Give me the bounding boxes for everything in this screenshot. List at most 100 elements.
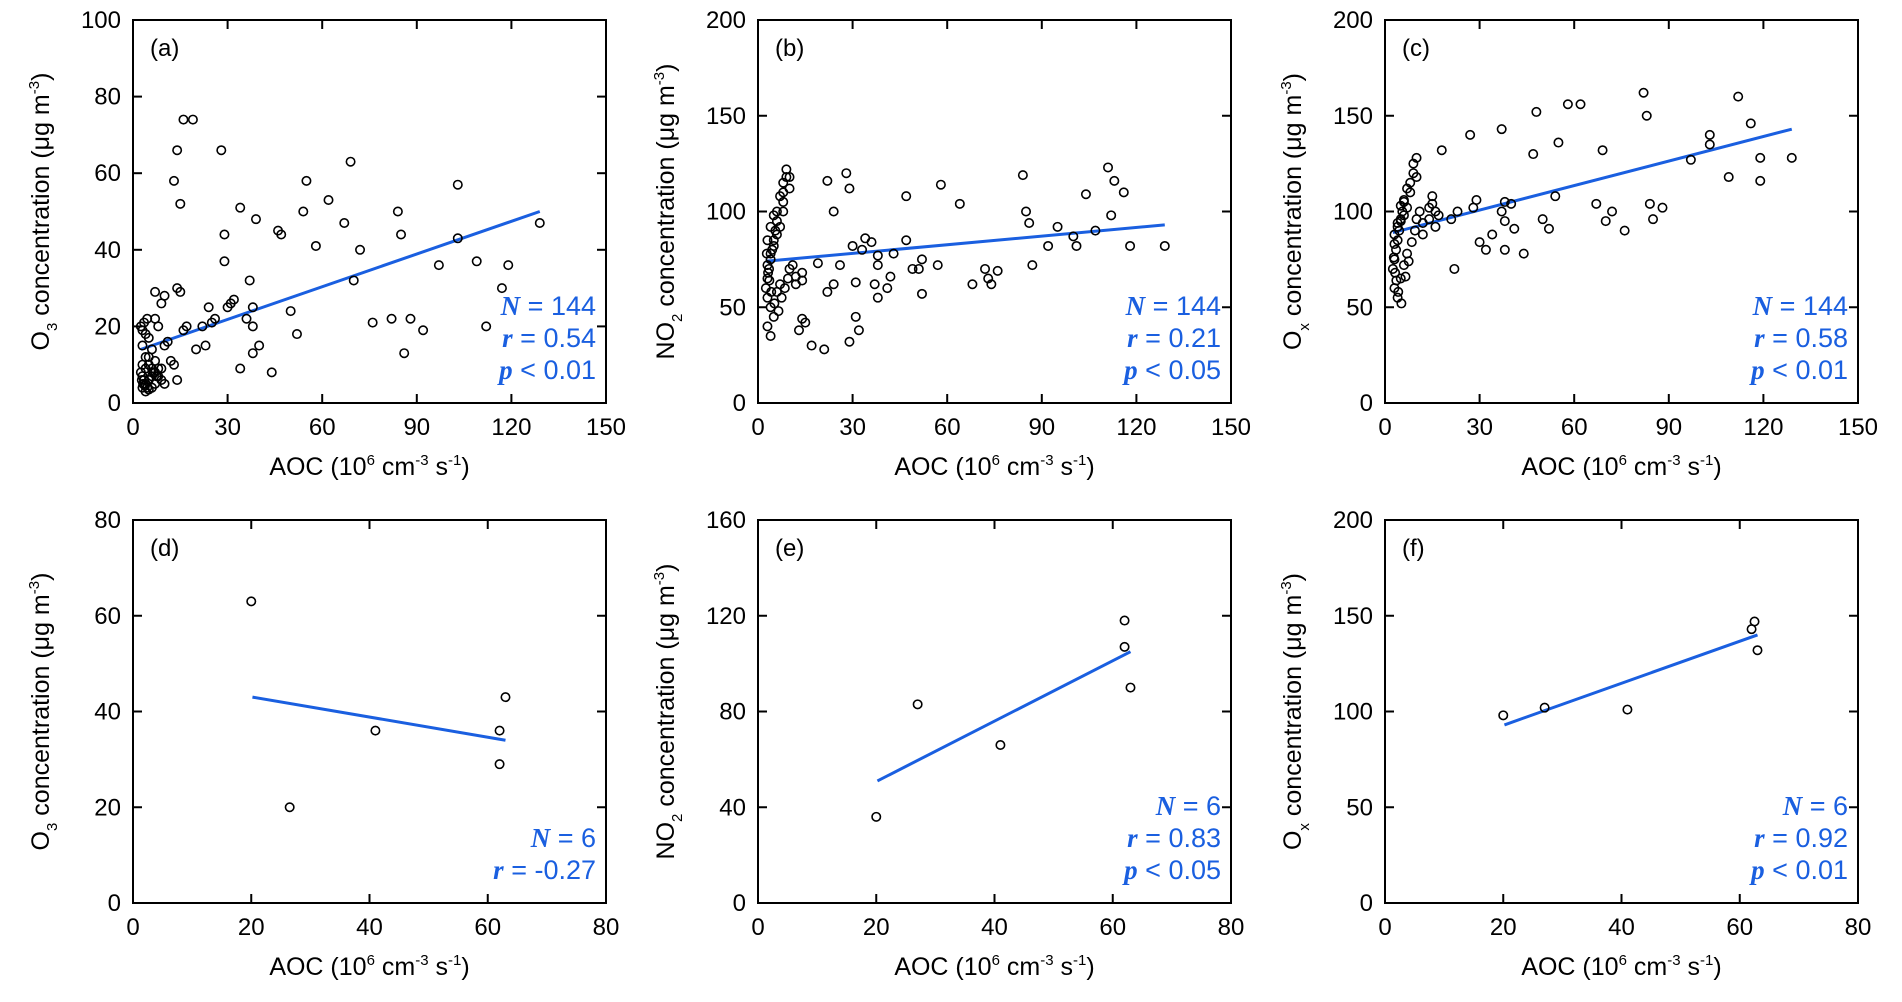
- data-point: [1786, 152, 1797, 163]
- data-point: [197, 321, 208, 332]
- data-point: [285, 306, 296, 317]
- data-point: [200, 340, 211, 351]
- data-point: [348, 275, 359, 286]
- x-axis-label: AOC (106 cm-3 s-1): [269, 952, 469, 981]
- y-tick-label: 0: [1360, 890, 1373, 917]
- stat-p: p < 0.05: [1122, 855, 1221, 885]
- y-tick-label: 150: [706, 103, 746, 130]
- y-tick-label: 50: [1346, 294, 1373, 321]
- data-point: [844, 336, 855, 347]
- data-point: [797, 267, 808, 278]
- data-point: [1685, 154, 1696, 165]
- y-axis-label: NO2 concentration (μg m-3): [651, 64, 686, 360]
- y-tick-label: 120: [706, 603, 746, 630]
- regression-line: [876, 650, 1132, 783]
- data-point: [784, 172, 795, 183]
- data-point: [244, 275, 255, 286]
- y-tick-label: 200: [706, 7, 746, 34]
- panel-d: 0 20 40 60 80 0 20 40 60 80 (d) AOC (106 cm-3 s-1) O…: [26, 507, 619, 981]
- panel-e: 0 20 40 60 80 0 40 80 120 160 (e) AOC (106 cm-3 s-1…: [651, 507, 1244, 981]
- data-point: [765, 221, 776, 232]
- y-tick-label: 60: [94, 603, 121, 630]
- y-tick-label: 80: [719, 699, 746, 726]
- x-tick-label: 60: [309, 414, 336, 441]
- x-tick-label: 20: [1490, 914, 1517, 941]
- data-point: [399, 348, 410, 359]
- x-tick-label: 120: [1743, 414, 1783, 441]
- data-point: [768, 235, 779, 246]
- panel-label: (e): [775, 535, 804, 562]
- data-point: [150, 286, 161, 297]
- data-point: [367, 317, 378, 328]
- data-point: [146, 344, 157, 355]
- data-point: [882, 283, 893, 294]
- regression-line: [1392, 127, 1793, 235]
- panel-label: (d): [150, 535, 179, 562]
- data-point: [1125, 240, 1136, 251]
- data-point: [1755, 175, 1766, 186]
- data-point: [1537, 214, 1548, 225]
- data-point: [1392, 217, 1403, 228]
- data-point: [901, 235, 912, 246]
- data-point: [980, 263, 991, 274]
- data-point: [481, 321, 492, 332]
- data-point: [1080, 189, 1091, 200]
- y-tick-label: 20: [94, 794, 121, 821]
- regression-line: [765, 223, 1165, 263]
- y-axis-label: Ox concentration (μg m-3): [1278, 73, 1313, 350]
- data-point: [1433, 210, 1444, 221]
- stat-r: r = 0.58: [1754, 323, 1848, 353]
- data-point: [1424, 214, 1435, 225]
- data-point: [776, 292, 787, 303]
- data-point: [1487, 229, 1498, 240]
- data-point: [241, 313, 252, 324]
- x-tick-label: 30: [214, 414, 241, 441]
- panel-f: 0 20 40 60 80 0 50 100 150 200 (f) AOC (106 cm-3 s-…: [1278, 507, 1871, 981]
- data-point: [370, 725, 381, 736]
- data-point: [1027, 260, 1038, 271]
- data-point: [1388, 252, 1399, 263]
- data-point: [761, 248, 772, 259]
- data-point: [1403, 256, 1414, 267]
- data-point: [219, 229, 230, 240]
- data-point: [139, 380, 150, 391]
- data-point: [1409, 225, 1420, 236]
- y-axis-label: O3 concentration (μg m-3): [26, 73, 61, 351]
- data-point: [1480, 244, 1491, 255]
- data-point: [191, 344, 202, 355]
- x-tick-label: 20: [863, 914, 890, 941]
- data-point: [1638, 87, 1649, 98]
- x-tick-label: 0: [751, 914, 764, 941]
- x-axis-label: AOC (106 cm-3 s-1): [1521, 952, 1721, 981]
- x-tick-label: 90: [1655, 414, 1682, 441]
- data-point: [1619, 225, 1630, 236]
- x-axis-label: AOC (106 cm-3 s-1): [1521, 452, 1721, 481]
- data-point: [828, 206, 839, 217]
- data-point: [793, 325, 804, 336]
- y-tick-label: 150: [1333, 103, 1373, 130]
- data-point: [494, 759, 505, 770]
- data-point: [298, 206, 309, 217]
- data-point: [1119, 641, 1130, 652]
- data-point: [1465, 129, 1476, 140]
- data-point: [1496, 206, 1507, 217]
- data-point: [1411, 172, 1422, 183]
- data-point: [850, 277, 861, 288]
- data-point: [869, 279, 880, 290]
- data-point: [762, 273, 773, 284]
- x-axis-label: AOC (106 cm-3 s-1): [894, 952, 1094, 981]
- data-point: [782, 273, 793, 284]
- data-point: [162, 336, 173, 347]
- data-point: [769, 298, 780, 309]
- data-point: [1506, 198, 1517, 209]
- x-tick-label: 90: [1028, 414, 1055, 441]
- x-tick-label: 120: [1116, 414, 1156, 441]
- y-tick-label: 50: [719, 294, 746, 321]
- data-point: [159, 290, 170, 301]
- y-tick-label: 200: [1333, 507, 1373, 534]
- y-tick-label: 0: [733, 390, 746, 417]
- data-point: [1641, 110, 1652, 121]
- data-point: [768, 311, 779, 322]
- stat-p: p < 0.05: [1122, 355, 1221, 385]
- data-point: [1106, 210, 1117, 221]
